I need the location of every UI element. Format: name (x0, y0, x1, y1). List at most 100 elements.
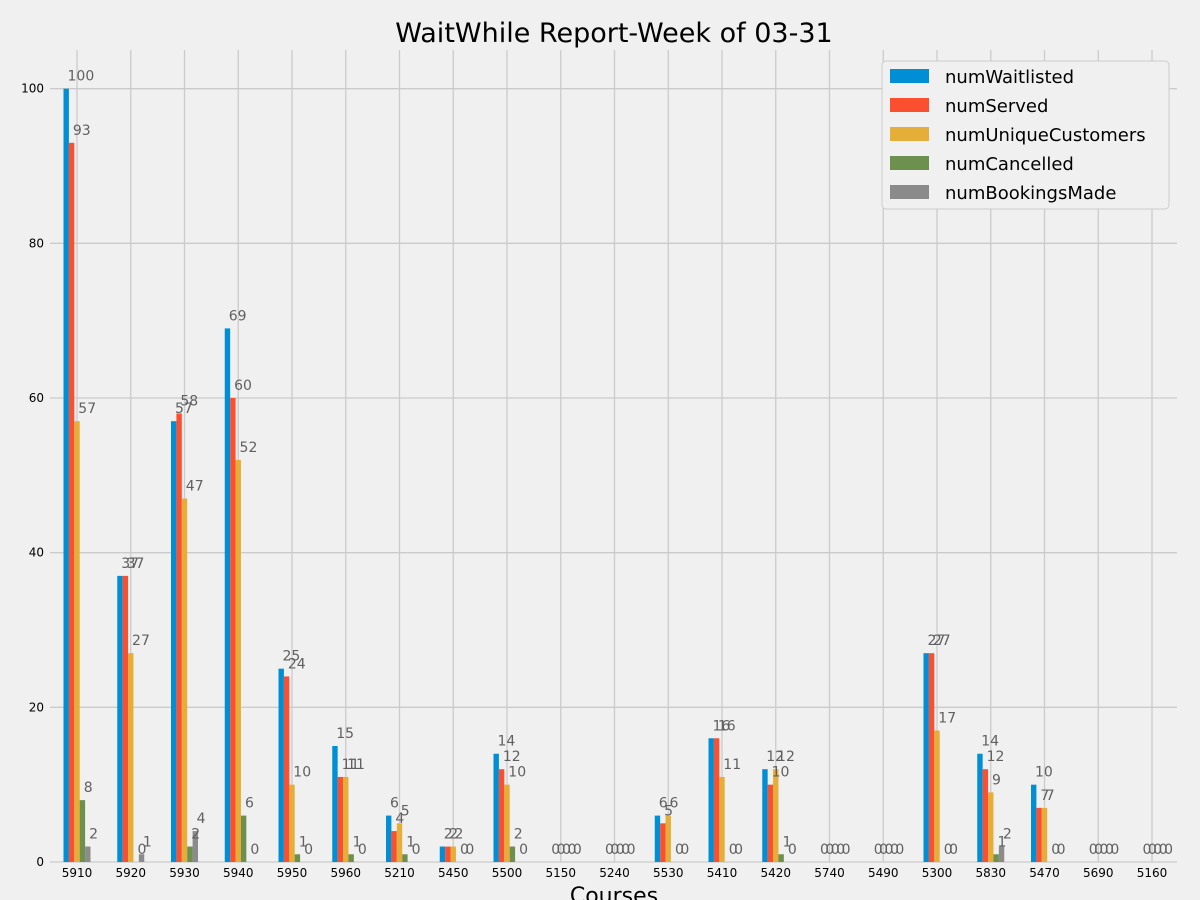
bar (993, 854, 999, 862)
data-label: 0 (621, 842, 630, 858)
legend-swatch (890, 98, 929, 112)
bar (386, 815, 392, 862)
data-label: 0 (465, 842, 474, 858)
data-label: 12 (777, 749, 795, 765)
data-label: 4 (197, 811, 206, 827)
x-tick-label: 5300 (922, 866, 953, 880)
x-tick-label: 5920 (115, 866, 146, 880)
x-tick-label: 5740 (814, 866, 845, 880)
data-label: 0 (949, 842, 958, 858)
data-label: 0 (358, 842, 367, 858)
data-label: 14 (498, 734, 516, 750)
x-tick-label: 5690 (1083, 866, 1114, 880)
bar (235, 459, 241, 862)
bar (923, 653, 929, 862)
data-label: 0 (1105, 842, 1114, 858)
bar (68, 142, 75, 863)
x-axis-label: Courses (570, 884, 658, 900)
data-label: 0 (885, 842, 894, 858)
data-label: 0 (1148, 842, 1157, 858)
data-label: 17 (938, 711, 956, 727)
bar (391, 831, 397, 862)
bar (445, 846, 451, 862)
bar (439, 846, 446, 862)
y-tick-label: 40 (29, 546, 44, 560)
bar (1031, 784, 1037, 862)
grid-layer (50, 50, 1177, 863)
bar (773, 769, 779, 862)
data-label: 0 (680, 842, 689, 858)
data-label: 2 (89, 827, 98, 843)
legend-swatch (890, 69, 929, 83)
data-label: 52 (240, 440, 258, 456)
data-label: 5 (401, 803, 410, 819)
legend-swatch (890, 127, 929, 141)
data-label: 0 (551, 842, 560, 858)
bar (402, 854, 408, 862)
legend-entry: numWaitlisted (945, 67, 1074, 88)
data-label: 15 (336, 726, 354, 742)
bar (128, 653, 134, 862)
data-label: 11 (723, 757, 741, 773)
data-label: 27 (132, 633, 150, 649)
x-tick-label: 5450 (438, 866, 469, 880)
bar (504, 784, 510, 862)
data-label: 16 (718, 718, 736, 734)
data-label: 10 (293, 765, 311, 781)
data-label: 0 (557, 842, 566, 858)
data-label: 69 (229, 308, 247, 324)
bar (230, 398, 236, 862)
bar (117, 575, 123, 862)
bar (224, 328, 231, 862)
legend-box (881, 60, 1170, 210)
bar (762, 769, 768, 862)
bar (708, 738, 714, 862)
data-label: 0 (820, 842, 829, 858)
data-label: 0 (412, 842, 421, 858)
data-label: 0 (825, 842, 834, 858)
data-label: 37 (121, 556, 139, 572)
data-label: 0 (605, 842, 614, 858)
bar (79, 800, 86, 862)
bar (665, 815, 671, 862)
data-label: 11 (347, 757, 365, 773)
bar (998, 846, 1005, 862)
bar (283, 676, 290, 862)
bar (289, 784, 295, 862)
data-label: 27 (933, 633, 951, 649)
data-label: 0 (1143, 842, 1152, 858)
data-label: 0 (836, 842, 845, 858)
data-label: 0 (573, 842, 582, 858)
bar (767, 784, 774, 862)
x-tick-label: 5950 (277, 866, 308, 880)
data-label: 16 (713, 718, 731, 734)
data-label: 0 (1057, 842, 1066, 858)
y-tick-label: 0 (36, 855, 44, 869)
data-label: 2 (191, 827, 200, 843)
data-label: 0 (616, 842, 625, 858)
data-label: 6 (245, 796, 254, 812)
legend-entry: numUniqueCustomers (945, 125, 1146, 146)
bar (713, 738, 720, 862)
bar (450, 846, 456, 862)
data-label: 6 (659, 796, 668, 812)
data-label: 1 (352, 834, 361, 850)
data-label: 0 (895, 842, 904, 858)
x-tick-label: 5490 (868, 866, 899, 880)
data-label: 0 (1153, 842, 1162, 858)
data-label: 1 (299, 834, 308, 850)
data-label: 0 (1089, 842, 1098, 858)
bar (498, 769, 505, 862)
data-label: 0 (610, 842, 619, 858)
data-label: 2 (514, 827, 523, 843)
bar (719, 776, 725, 862)
legend-entry: numCancelled (945, 154, 1074, 175)
y-tick-label: 20 (29, 700, 44, 714)
bar (396, 823, 403, 862)
data-label: 0 (627, 842, 636, 858)
data-label: 10 (772, 765, 790, 781)
bar (509, 846, 516, 862)
data-label: 25 (283, 649, 301, 665)
